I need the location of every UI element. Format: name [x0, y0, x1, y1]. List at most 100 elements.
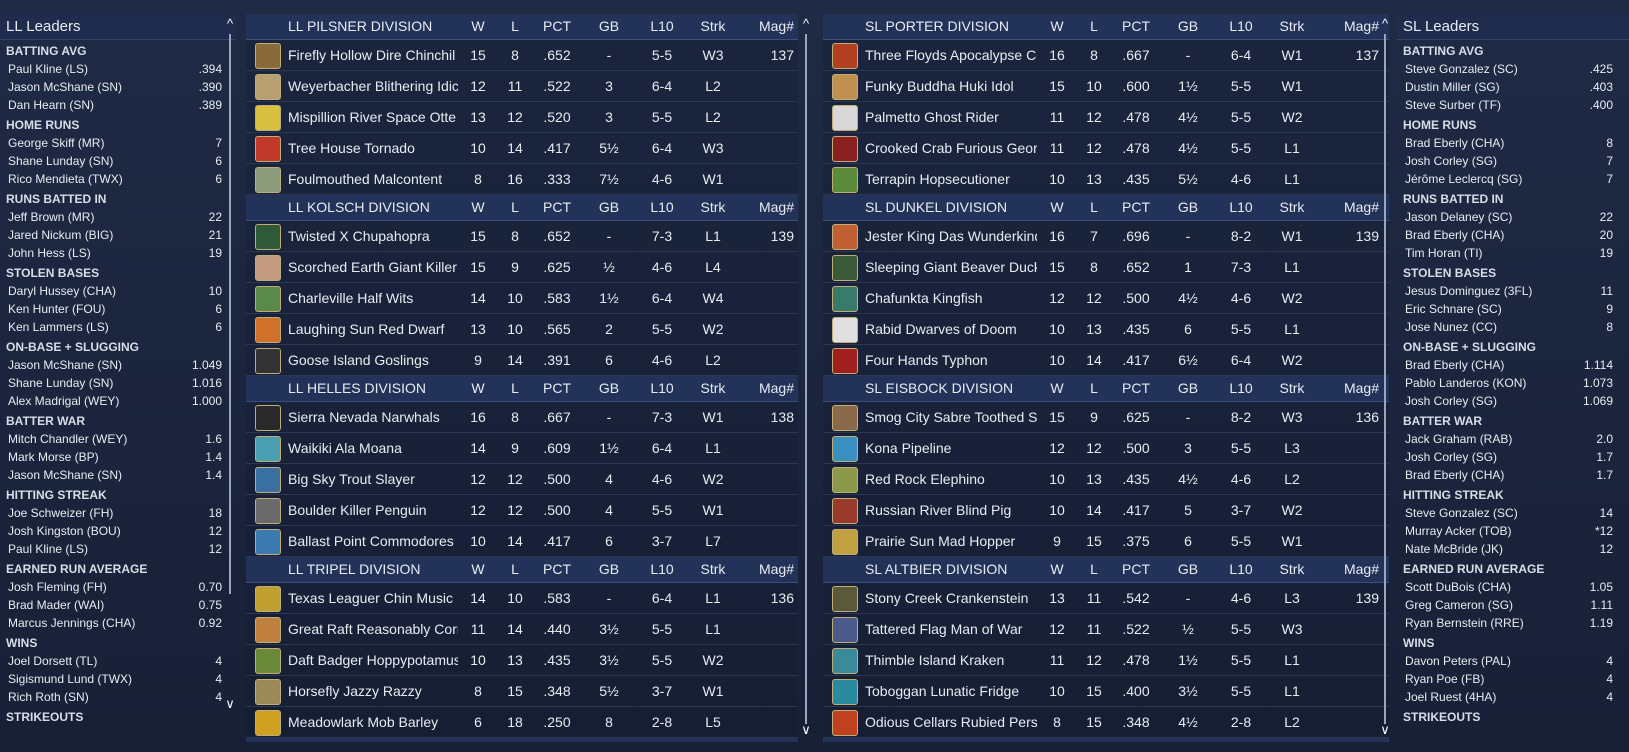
column-header-mag[interactable]: Mag# — [1343, 380, 1379, 396]
team-row[interactable]: Twisted X Chupahopra 15 8 .652 - 7-3 L1 139 — [246, 221, 798, 252]
column-header-strk[interactable]: Strk — [700, 380, 726, 396]
team-row[interactable]: Laughing Sun Red Dwarf 13 10 .565 2 5-5 W2 — [246, 314, 798, 345]
leader-row[interactable]: Steve Surber (TF) .400 — [1397, 96, 1629, 114]
team-row[interactable]: Red Rock Elephino 10 13 .435 4½ 4-6 L2 — [823, 464, 1389, 495]
team-name[interactable]: Jester King Das Wunderkind — [865, 228, 1037, 244]
leader-row[interactable]: Mark Morse (BP) 1.4 — [0, 448, 236, 466]
team-row[interactable]: Three Floyds Apocalypse Co 16 8 .667 - 6-4 W1 1… — [823, 40, 1389, 71]
leader-row[interactable]: Scott DuBois (CHA) 1.05 — [1397, 578, 1629, 596]
leader-row[interactable]: Jeff Brown (MR) 22 — [0, 208, 236, 226]
column-header-l[interactable]: L — [511, 380, 519, 396]
leader-row[interactable]: Brad Eberly (CHA) 1.7 — [1397, 466, 1629, 484]
leader-row[interactable]: Steve Gonzalez (SC) .425 — [1397, 60, 1629, 78]
team-name[interactable]: Thimble Island Kraken — [865, 652, 1005, 668]
team-row[interactable]: Chafunkta Kingfish 12 12 .500 4½ 4-6 W2 — [823, 283, 1389, 314]
leader-row[interactable]: Ryan Bernstein (RRE) 1.19 — [1397, 614, 1629, 632]
team-row[interactable]: Meadowlark Mob Barley 6 18 .250 8 2-8 L5 — [246, 707, 798, 738]
leader-row[interactable]: Paul Kline (LS) 12 — [0, 540, 236, 558]
leader-row[interactable]: Jose Nunez (CC) 8 — [1397, 318, 1629, 336]
team-row[interactable]: Jester King Das Wunderkind 16 7 .696 - 8-2 W1 1… — [823, 221, 1389, 252]
leader-row[interactable]: Joe Schweizer (FH) 18 — [0, 504, 236, 522]
leader-row[interactable]: Paul Kline (LS) .394 — [0, 60, 236, 78]
team-row[interactable]: Terrapin Hopsecutioner 10 13 .435 5½ 4-6 L1 — [823, 164, 1389, 195]
leader-row[interactable]: Murray Acker (TOB) *12 — [1397, 522, 1629, 540]
leader-row[interactable]: Steve Gonzalez (SC) 14 — [1397, 504, 1629, 522]
leader-row[interactable]: Nate McBride (JK) 12 — [1397, 540, 1629, 558]
column-header-l10[interactable]: L10 — [650, 199, 674, 215]
leader-row[interactable]: Shane Lunday (SN) 6 — [0, 152, 236, 170]
team-row[interactable]: Funky Buddha Huki Idol 15 10 .600 1½ 5-5 W1 — [823, 71, 1389, 102]
team-row[interactable]: Mispillion River Space Otte 13 12 .520 3 5-5 L… — [246, 102, 798, 133]
leader-row[interactable]: Ken Hunter (FOU) 6 — [0, 300, 236, 318]
team-row[interactable]: Sierra Nevada Narwhals 16 8 .667 - 7-3 W1 138 — [246, 402, 798, 433]
leader-row[interactable]: John Hess (LS) 19 — [0, 244, 236, 262]
column-header-w[interactable]: W — [1037, 738, 1077, 742]
leader-row[interactable]: Tim Horan (TI) 19 — [1397, 244, 1629, 262]
column-header-l10[interactable]: L10 — [636, 738, 688, 742]
column-header-l10[interactable]: L10 — [1229, 199, 1253, 215]
team-row[interactable]: Horsefly Jazzy Razzy 8 15 .348 5½ 3-7 W1 — [246, 676, 798, 707]
column-header-w[interactable]: W — [471, 199, 485, 215]
leader-row[interactable]: Marcus Jennings (CHA) 0.92 — [0, 614, 236, 632]
column-header-pct[interactable]: PCT — [1122, 561, 1150, 577]
team-row[interactable]: Daft Badger Hoppypotamus 10 13 .435 3½ 5-5 W2 — [246, 645, 798, 676]
leader-row[interactable]: Jared Nickum (BIG) 21 — [0, 226, 236, 244]
column-header-strk[interactable]: Strk — [700, 199, 726, 215]
column-header-w[interactable]: W — [1050, 18, 1064, 34]
leader-row[interactable]: Joel Dorsett (TL) 4 — [0, 652, 236, 670]
leader-row[interactable]: Jason Delaney (SC) 22 — [1397, 208, 1629, 226]
column-header-l[interactable]: L — [1090, 380, 1098, 396]
column-header-l[interactable]: L — [1090, 18, 1098, 34]
team-row[interactable]: Texas Leaguer Chin Music 14 10 .583 - 6-4 L1 13… — [246, 583, 798, 614]
leader-row[interactable]: Jérôme Leclercq (SG) 7 — [1397, 170, 1629, 188]
column-header-mag[interactable]: Mag# — [738, 738, 798, 742]
column-header-gb[interactable]: GB — [598, 380, 620, 396]
leader-row[interactable]: Alex Madrigal (WEY) 1.000 — [0, 392, 236, 410]
team-row[interactable]: Ballast Point Commodores 10 14 .417 6 3-7 L7 — [246, 526, 798, 557]
team-row[interactable]: Russian River Blind Pig 10 14 .417 5 3-7 W2 — [823, 495, 1389, 526]
column-header-l[interactable]: L — [1090, 199, 1098, 215]
team-name[interactable]: Smog City Sabre Toothed Sc — [865, 409, 1037, 425]
team-row[interactable]: Scorched Earth Giant Killer 15 9 .625 ½ 4-6 L4 — [246, 252, 798, 283]
team-name[interactable]: Twisted X Chupahopra — [288, 228, 430, 244]
team-name[interactable]: Charleville Half Wits — [288, 290, 414, 306]
team-row[interactable]: Stony Creek Crankenstein 13 11 .542 - 4-6 L3 13… — [823, 583, 1389, 614]
leader-row[interactable]: Joel Ruest (4HA) 4 — [1397, 688, 1629, 706]
column-header-gb[interactable]: GB — [598, 18, 620, 34]
column-header-gb[interactable]: GB — [1177, 380, 1199, 396]
scroll-track[interactable] — [229, 34, 231, 594]
leader-row[interactable]: Brad Eberly (CHA) 1.114 — [1397, 356, 1629, 374]
team-row[interactable]: Tree House Tornado 10 14 .417 5½ 6-4 W3 — [246, 133, 798, 164]
team-name[interactable]: Terrapin Hopsecutioner — [865, 171, 1010, 187]
leader-row[interactable]: Jesus Dominguez (3FL) 11 — [1397, 282, 1629, 300]
scroll-track[interactable] — [805, 34, 807, 724]
column-header-w[interactable]: W — [471, 18, 485, 34]
column-header-pct[interactable]: PCT — [543, 199, 571, 215]
column-header-strk[interactable]: Strk — [1279, 199, 1305, 215]
leader-row[interactable]: George Skiff (MR) 7 — [0, 134, 236, 152]
team-name[interactable]: Russian River Blind Pig — [865, 502, 1012, 518]
column-header-gb[interactable]: GB — [1177, 18, 1199, 34]
column-header-gb[interactable]: GB — [598, 561, 620, 577]
scroll-up-icon[interactable]: ^ — [802, 16, 810, 31]
team-name[interactable]: Ballast Point Commodores — [288, 533, 454, 549]
team-name[interactable]: Foulmouthed Malcontent — [288, 171, 443, 187]
column-header-pct[interactable]: PCT — [543, 561, 571, 577]
scroll-up-icon[interactable]: ^ — [1381, 16, 1389, 31]
team-name[interactable]: Weyerbacher Blithering Idic — [288, 78, 458, 94]
team-name[interactable]: Kona Pipeline — [865, 440, 952, 456]
leader-row[interactable]: Dustin Miller (SG) .403 — [1397, 78, 1629, 96]
column-header-strk[interactable]: Strk — [700, 18, 726, 34]
team-row[interactable]: Kona Pipeline 12 12 .500 3 5-5 L3 — [823, 433, 1389, 464]
leader-row[interactable]: Daryl Hussey (CHA) 10 — [0, 282, 236, 300]
column-header-gb[interactable]: GB — [1161, 738, 1215, 742]
team-row[interactable]: Rabid Dwarves of Doom 10 13 .435 6 5-5 L1 — [823, 314, 1389, 345]
column-header-mag[interactable]: Mag# — [1343, 199, 1379, 215]
column-header-mag[interactable]: Mag# — [1343, 561, 1379, 577]
team-row[interactable]: Foulmouthed Malcontent 8 16 .333 7½ 4-6 W1 — [246, 164, 798, 195]
team-name[interactable]: Chafunkta Kingfish — [865, 290, 983, 306]
team-name[interactable]: Mispillion River Space Otte — [288, 109, 457, 125]
scroll-up-icon[interactable]: ^ — [226, 16, 234, 31]
column-header-l10[interactable]: L10 — [650, 380, 674, 396]
column-header-l10[interactable]: L10 — [1215, 738, 1267, 742]
